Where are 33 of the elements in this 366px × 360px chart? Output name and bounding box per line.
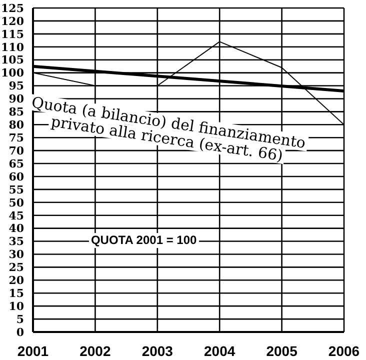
y-tick-label: 70	[8, 144, 24, 158]
x-tick-label: 2006	[328, 342, 360, 359]
x-tick-label: 2001	[17, 342, 49, 359]
y-tick-label: 110	[1, 40, 24, 54]
y-tick-label: 115	[1, 28, 24, 41]
y-tick-label: 30	[8, 248, 24, 262]
x-tick-label: 2004	[204, 342, 236, 359]
y-tick-label: 75	[8, 132, 24, 145]
y-tick-label: 40	[8, 222, 24, 236]
y-tick-label: 90	[8, 92, 24, 106]
y-tick-label: 15	[8, 287, 24, 300]
y-tick-label: 25	[8, 261, 24, 274]
y-tick-label: 45	[8, 209, 24, 222]
annotation: QUOTA 2001 = 100	[88, 233, 199, 248]
y-tick-label: 100	[1, 66, 24, 80]
y-tick-label: 50	[8, 196, 24, 210]
y-tick-label: 85	[8, 106, 24, 119]
y-tick-label: 0	[16, 326, 24, 339]
x-tick-label: 2002	[80, 342, 111, 359]
y-tick-label: 65	[8, 157, 24, 170]
y-tick-label: 120	[1, 14, 24, 28]
y-tick-label: 125	[1, 2, 24, 15]
x-tick-label: 2005	[266, 342, 298, 359]
x-tick-label: 2003	[142, 342, 174, 359]
y-tick-label: 105	[1, 54, 24, 67]
y-tick-label: 95	[8, 80, 24, 93]
y-tick-label: 55	[8, 183, 24, 196]
y-tick-label: 35	[8, 235, 24, 248]
y-tick-label: 10	[8, 300, 24, 313]
y-tick-label: 5	[16, 312, 24, 326]
y-tick-label: 20	[8, 274, 24, 288]
y-tick-label: 60	[8, 170, 24, 184]
y-tick-label: 80	[8, 118, 24, 132]
